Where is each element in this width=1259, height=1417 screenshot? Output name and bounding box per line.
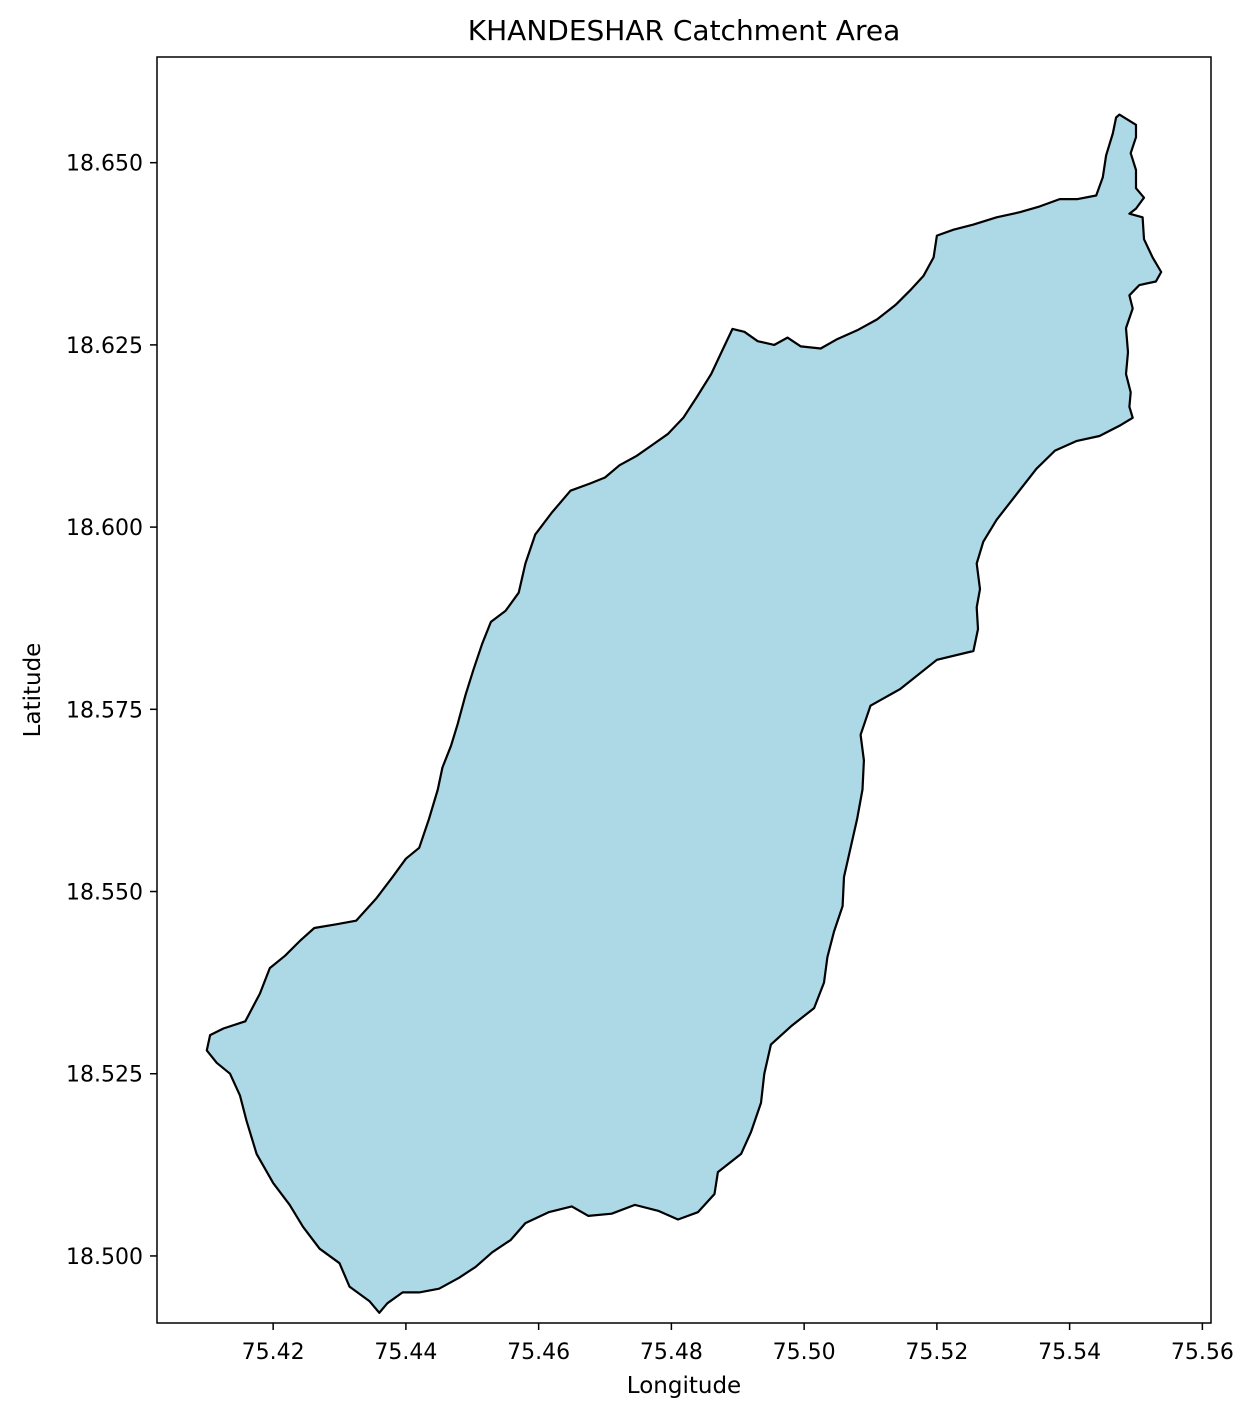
y-tick-label: 18.575 — [66, 698, 143, 723]
y-tick-label: 18.600 — [66, 516, 143, 541]
x-tick-label: 75.54 — [1038, 1340, 1101, 1365]
x-tick-label: 75.50 — [773, 1340, 836, 1365]
y-tick-label: 18.625 — [66, 334, 143, 359]
axes-frame — [156, 56, 1212, 1324]
x-tick-label: 75.48 — [640, 1340, 703, 1365]
x-axis-label: Longitude — [627, 1373, 741, 1399]
y-tick-label: 18.525 — [66, 1063, 143, 1088]
x-tick-label: 75.42 — [242, 1340, 305, 1365]
plot-area — [205, 113, 1163, 1314]
y-axis-ticks: 18.500 18.525 18.550 18.575 18.600 18.625 18.6… — [66, 152, 157, 1270]
map-title: KHANDESHAR Catchment Area — [468, 14, 901, 47]
x-tick-label: 75.56 — [1171, 1340, 1234, 1365]
x-tick-label: 75.52 — [905, 1340, 968, 1365]
x-tick-label: 75.44 — [374, 1340, 437, 1365]
y-axis-label: Latitude — [20, 643, 46, 738]
y-tick-label: 18.650 — [66, 152, 143, 177]
x-tick-label: 75.46 — [507, 1340, 570, 1365]
x-axis-ticks: 75.42 75.44 75.46 75.48 75.50 75.52 75.54 75.56 — [242, 1323, 1234, 1365]
y-tick-label: 18.500 — [66, 1245, 143, 1270]
catchment-polygon — [205, 113, 1163, 1314]
y-tick-label: 18.550 — [66, 881, 143, 906]
